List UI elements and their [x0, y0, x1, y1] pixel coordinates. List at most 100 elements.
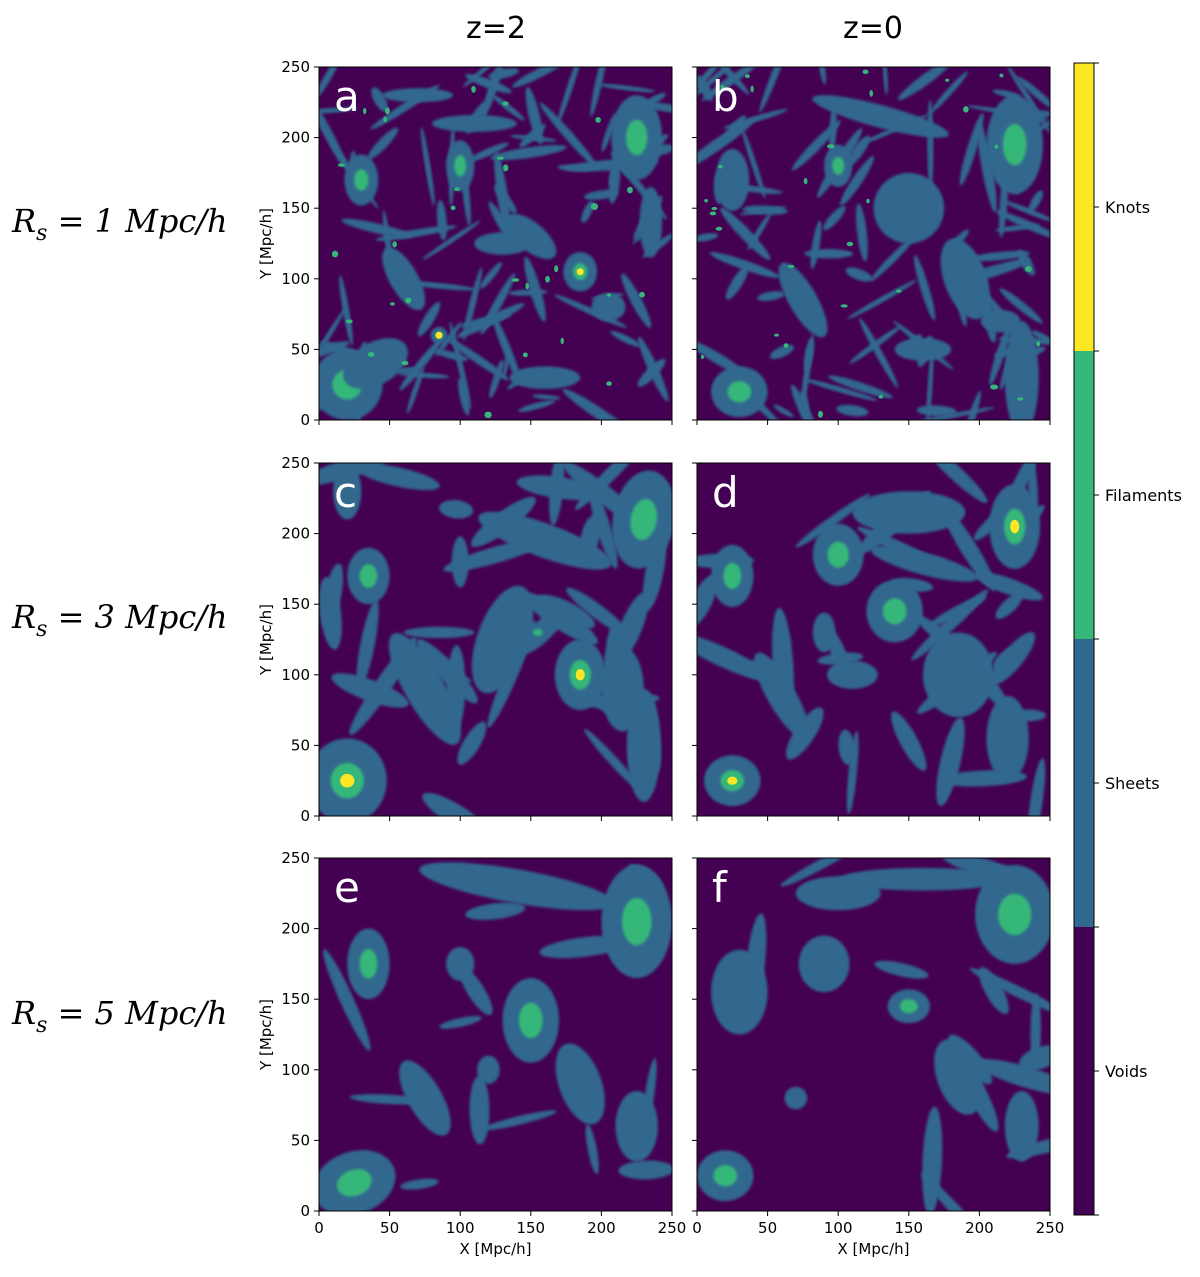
colorbar-label-filaments: Filaments: [1105, 486, 1182, 505]
y-tick-label: 250: [281, 454, 310, 472]
sheet-region: [986, 695, 1029, 781]
sheet-patch: [482, 1110, 557, 1131]
sheet-patch: [341, 218, 413, 238]
sheet-patch: [539, 102, 599, 170]
sheet-patch: [420, 126, 435, 206]
y-tick-label: 150: [281, 595, 310, 613]
sheet-patch: [1002, 200, 1050, 222]
sheet-region: [838, 867, 1008, 891]
sheet-patch: [993, 646, 1022, 672]
knot-region: [727, 776, 738, 785]
sheet-patch: [846, 731, 859, 815]
sheet-region: [934, 1039, 983, 1115]
sheet-patch: [974, 571, 1043, 601]
filament-spot: [345, 319, 353, 324]
colorbar-segment-filaments: [1074, 351, 1094, 639]
sheet-patch: [978, 967, 1009, 1015]
filament-spot: [787, 264, 795, 268]
sheet-patch: [492, 94, 525, 121]
filament-spot: [390, 302, 395, 306]
filament-spot: [627, 186, 633, 194]
filament-spot: [1036, 341, 1041, 347]
sheet-patch: [400, 1178, 439, 1190]
filament-region: [359, 564, 378, 588]
y-tick-label: 100: [281, 1061, 310, 1079]
sheet-patch: [941, 506, 996, 591]
filament-spot: [496, 156, 504, 160]
sheet-patch: [355, 463, 440, 491]
y-tick-label: 50: [291, 340, 310, 358]
sheet-region: [615, 1090, 658, 1162]
sheet-patch: [1027, 758, 1046, 816]
filament-spot: [385, 107, 390, 115]
filament-spot: [745, 74, 750, 79]
filament-spot: [606, 293, 612, 297]
sheet-region: [812, 95, 949, 138]
filament-spot: [471, 85, 476, 93]
sheet-patch: [492, 313, 522, 385]
sheet-patch: [566, 587, 628, 635]
sheet-patch: [823, 205, 846, 231]
sheet-patch: [422, 792, 491, 816]
sheet-patch: [339, 275, 353, 346]
knot-region: [1010, 519, 1020, 534]
filament-spot: [454, 187, 460, 192]
panel-a-field: [319, 67, 672, 420]
sheet-region: [873, 172, 945, 244]
sheet-patch: [458, 377, 470, 416]
sheet-patch: [1030, 993, 1041, 1070]
sheet-patch: [759, 67, 793, 113]
panel-e: e 0 50 100 150 200 250 0 50 100 150 200 250 Y [Mpc/h]…: [257, 849, 686, 1258]
sheet-patch: [959, 113, 984, 186]
sheet-patch: [836, 404, 869, 417]
y-tick-label: 100: [281, 270, 310, 288]
sheet-region: [1004, 321, 1039, 420]
sheet-patch: [502, 350, 510, 378]
sheet-patch: [439, 1016, 482, 1029]
colorbar-segment-sheets: [1074, 639, 1094, 927]
sheet-patch: [795, 493, 871, 548]
y-axis-label: Y [Mpc/h]: [257, 208, 275, 280]
sheet-patch: [818, 67, 827, 85]
sheet-patch: [490, 145, 567, 161]
colorbar-label-knots: Knots: [1105, 198, 1150, 217]
panel-c: c 0 50 100 150 200 250 Y [Mpc/h]: [257, 454, 673, 825]
sheet-patch: [319, 67, 341, 100]
filament-spot: [704, 199, 709, 203]
x-tick-label: 0: [692, 1219, 702, 1237]
x-tick-label: 150: [894, 1219, 923, 1237]
sheet-region: [477, 1055, 500, 1084]
sheet-patch: [465, 74, 512, 94]
filament-spot: [606, 381, 612, 386]
sheet-patch: [406, 366, 424, 414]
colorbar-segment-voids: [1074, 927, 1094, 1215]
sheet-patch: [803, 338, 814, 372]
sheet-region: [505, 213, 557, 260]
filament-spot: [715, 226, 723, 231]
filament-region: [723, 562, 742, 590]
sheet-patch: [585, 1124, 599, 1174]
y-tick-label: 0: [300, 1202, 310, 1220]
sheet-patch: [725, 265, 749, 300]
sheet-region: [343, 338, 408, 389]
sheet-patch: [435, 321, 462, 357]
sheet-patch: [742, 129, 766, 199]
sheet-patch: [549, 463, 565, 526]
sheet-patch: [480, 273, 516, 335]
sheet-patch: [757, 291, 785, 301]
filament-region: [832, 156, 845, 175]
sheet-patch: [697, 574, 718, 628]
filament-spot: [639, 291, 645, 298]
colorbar-label-voids: Voids: [1105, 1062, 1147, 1081]
x-tick-label: 250: [658, 1219, 687, 1237]
sheet-patch: [618, 1160, 672, 1180]
sheet-region: [555, 1043, 605, 1125]
sheet-patch: [371, 87, 388, 112]
sheet-patch: [1018, 1045, 1050, 1071]
sheet-patch: [913, 255, 936, 321]
filament-spot: [590, 203, 599, 210]
filament-spot: [963, 106, 969, 113]
sheet-patch: [870, 234, 917, 282]
sheet-patch: [319, 307, 347, 366]
sheet-region: [388, 633, 461, 745]
